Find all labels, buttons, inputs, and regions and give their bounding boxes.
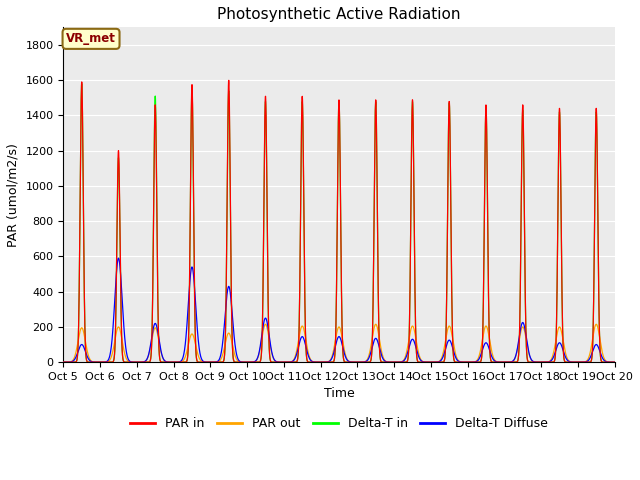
Title: Photosynthetic Active Radiation: Photosynthetic Active Radiation xyxy=(217,7,461,22)
X-axis label: Time: Time xyxy=(324,387,355,400)
Text: VR_met: VR_met xyxy=(66,32,116,45)
Legend: PAR in, PAR out, Delta-T in, Delta-T Diffuse: PAR in, PAR out, Delta-T in, Delta-T Dif… xyxy=(125,412,553,435)
Y-axis label: PAR (umol/m2/s): PAR (umol/m2/s) xyxy=(7,143,20,247)
